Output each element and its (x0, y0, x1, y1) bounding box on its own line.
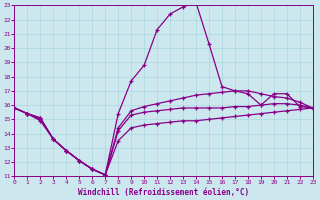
X-axis label: Windchill (Refroidissement éolien,°C): Windchill (Refroidissement éolien,°C) (78, 188, 249, 197)
